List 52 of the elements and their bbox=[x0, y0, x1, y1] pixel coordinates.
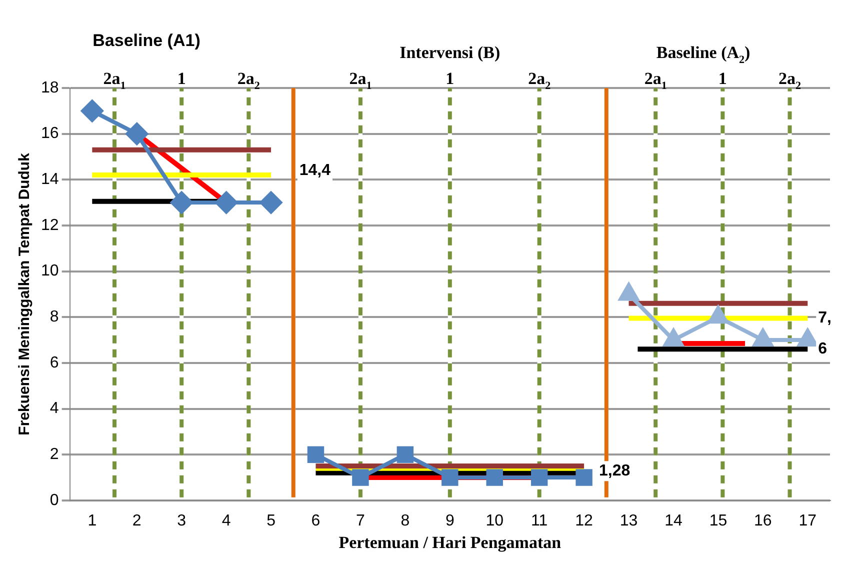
point bbox=[260, 192, 282, 214]
point bbox=[126, 122, 148, 145]
text: 2a bbox=[349, 69, 366, 88]
point bbox=[576, 469, 592, 486]
y-axis-title: Frekuensi Meninggalkan Tempat Duduk bbox=[16, 152, 34, 436]
point bbox=[307, 446, 324, 463]
y-tick-label: 8 bbox=[50, 308, 59, 326]
annotation: 1 bbox=[366, 80, 372, 92]
x-tick-label: 1 bbox=[88, 512, 97, 530]
point bbox=[530, 469, 548, 486]
y-tick-label: 18 bbox=[41, 79, 59, 96]
point bbox=[170, 192, 193, 214]
x-tick-label: 5 bbox=[266, 512, 276, 530]
point bbox=[442, 469, 458, 486]
x-axis-title: Pertemuan / Hari Pengamatan bbox=[338, 533, 562, 552]
text: 1 bbox=[718, 69, 727, 88]
point bbox=[81, 100, 104, 122]
y-tick-label: 10 bbox=[41, 262, 59, 280]
annotation: 7, bbox=[818, 310, 832, 327]
x-tick-label: 10 bbox=[486, 512, 504, 530]
x-tick-label: 9 bbox=[445, 512, 454, 530]
x-tick-label: 2 bbox=[132, 512, 142, 530]
x-tick-label: 17 bbox=[798, 512, 817, 530]
point bbox=[352, 469, 369, 486]
x-tick-label: 16 bbox=[754, 512, 772, 530]
y-tick-label: 12 bbox=[41, 216, 59, 234]
text: 1 bbox=[177, 69, 186, 88]
x-tick-label: 4 bbox=[222, 512, 231, 530]
text: 1 bbox=[446, 69, 454, 88]
annotation: 14,4 bbox=[299, 162, 331, 179]
point bbox=[396, 446, 414, 463]
point bbox=[486, 469, 503, 486]
x-tick-label: 12 bbox=[575, 512, 594, 530]
y-tick-label: 6 bbox=[50, 354, 59, 372]
y-tick-label: 4 bbox=[50, 400, 59, 418]
point bbox=[215, 192, 238, 214]
x-tick-label: 3 bbox=[177, 512, 186, 530]
text: Intervensi (B) bbox=[400, 43, 500, 62]
x-tick-label: 8 bbox=[400, 512, 410, 530]
x-tick-label: 11 bbox=[531, 512, 548, 530]
x-tick-label: 7 bbox=[356, 512, 366, 530]
y-tick-label: 2 bbox=[50, 446, 59, 463]
y-tick-label: 16 bbox=[41, 125, 59, 142]
x-tick-label: 13 bbox=[620, 512, 638, 530]
y-tick-label: 0 bbox=[50, 492, 59, 509]
text: Baseline (A1) bbox=[92, 31, 200, 50]
x-tick-label: 6 bbox=[311, 512, 320, 530]
x-tick-label: 15 bbox=[709, 512, 728, 530]
x-tick-label: 14 bbox=[664, 512, 682, 530]
annotation: 1,28 bbox=[598, 462, 630, 480]
y-tick-label: 14 bbox=[41, 171, 59, 188]
annotation: 6 bbox=[818, 340, 828, 358]
